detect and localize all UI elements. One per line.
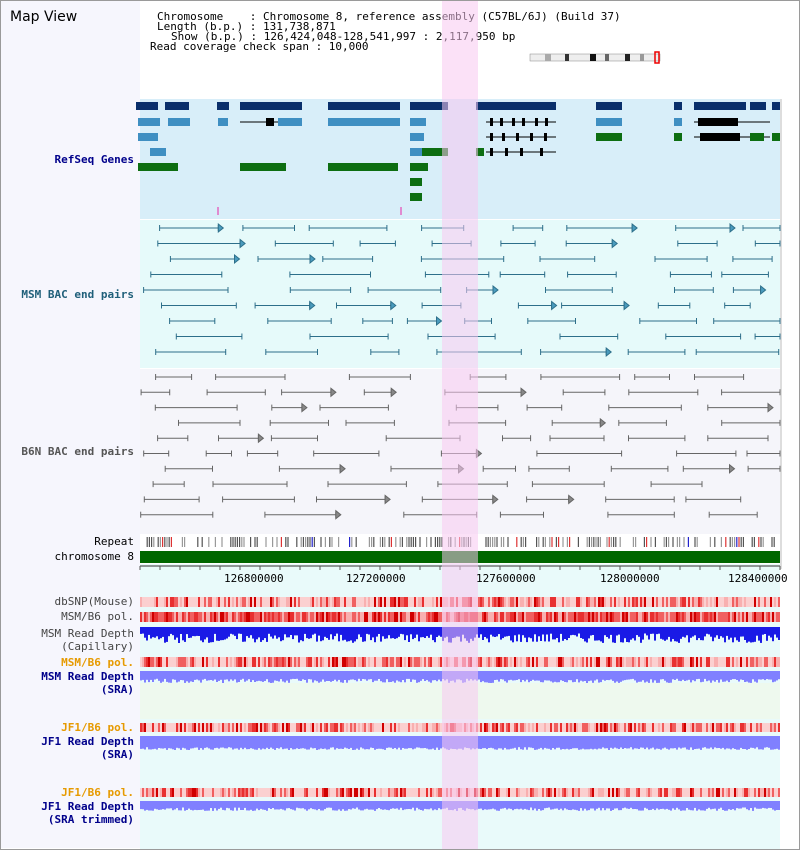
jf1-depth-trimmed-label[interactable]: JF1 Read Depth: [41, 800, 134, 813]
refseq-gene-features[interactable]: [136, 102, 780, 215]
b6n-bac-end-pairs[interactable]: [140, 374, 781, 520]
repeat-label: Repeat: [94, 535, 134, 548]
coverage-span-info: Read coverage check span : 10,000: [150, 40, 369, 53]
refseq-genes-label[interactable]: RefSeq Genes: [54, 153, 134, 166]
axis-tick-label: 128400000: [728, 572, 788, 585]
jf1-b6-pol-label[interactable]: JF1/B6 pol.: [61, 721, 134, 734]
axis-tick-label: 127200000: [346, 572, 406, 585]
selected-region-highlight[interactable]: [442, 0, 478, 850]
b6n-bac-label[interactable]: B6N BAC end pairs: [21, 445, 134, 458]
chromosome-label: chromosome 8: [54, 550, 134, 563]
msm-depth-sra-sub: (SRA): [100, 683, 134, 696]
chromosome-ideogram: [529, 51, 661, 64]
msm-depth-capillary-label[interactable]: MSM Read Depth: [41, 627, 134, 640]
msm-depth-capillary-sub: (Capillary): [61, 640, 134, 653]
msm-depth-sra-label[interactable]: MSM Read Depth: [41, 670, 134, 683]
dbsnp-label[interactable]: dbSNP(Mouse): [54, 595, 134, 608]
axis-tick-label: 126800000: [224, 572, 284, 585]
track-label-column: [1, 1, 140, 848]
jf1-depth-sra-label[interactable]: JF1 Read Depth: [41, 735, 134, 748]
page-title: Map View: [10, 9, 78, 25]
msm-b6-pol-label[interactable]: MSM/B6 pol.: [61, 610, 134, 623]
axis-tick-label: 127600000: [476, 572, 536, 585]
jf1-depth-sra-sub: (SRA): [100, 748, 134, 761]
repeat-track-marks: [146, 537, 775, 547]
ruler-minor-ticks: [139, 566, 781, 570]
jf1-depth-trimmed-sub: (SRA trimmed): [47, 813, 134, 826]
gray-band: [780, 99, 782, 569]
polymorphism-depth-tracks: [140, 597, 780, 811]
msm-b6-pol-label-2[interactable]: MSM/B6 pol.: [61, 656, 134, 669]
msm-bac-label[interactable]: MSM BAC end pairs: [21, 288, 134, 301]
jf1-b6-pol-label-2[interactable]: JF1/B6 pol.: [61, 786, 134, 799]
axis-tick-label: 128000000: [600, 572, 660, 585]
length-info: Length (b.p.) : 131,738,871: [157, 20, 336, 33]
